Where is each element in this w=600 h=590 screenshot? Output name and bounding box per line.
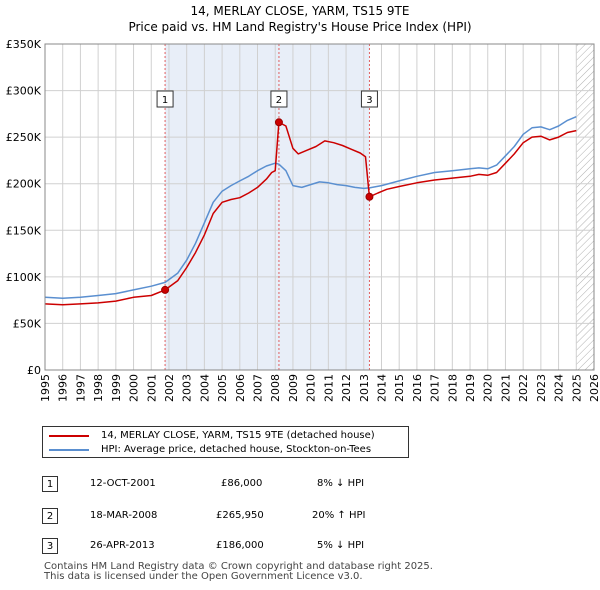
sale-number-badge: 2 [42,508,58,524]
legend: 14, MERLAY CLOSE, YARM, TS15 9TE (detach… [42,426,409,458]
plot-frame [44,43,595,371]
x-tick-label: 1998 [92,374,105,402]
footer: Contains HM Land Registry data © Crown c… [44,562,433,582]
sale-row: 1 12-OCT-2001 £86,000 8% ↓ HPI [42,476,442,496]
sale-marker-box [270,90,288,108]
x-tick-label: 2005 [216,374,229,402]
x-tick-label: 2004 [198,374,211,402]
x-tick-label: 2021 [499,374,512,402]
sale-row: 3 26-APR-2013 £186,000 5% ↓ HPI [42,538,442,558]
sale-marker-label: 3 [366,95,372,106]
sale-marker-label: 2 [276,95,282,106]
x-tick-label: 2002 [163,374,176,402]
sale-hpi-delta: 5% ↓ HPI [317,540,365,551]
forecast-hatch [576,44,594,370]
x-tick-label: 2006 [234,374,247,402]
x-tick-label: 2009 [287,374,300,402]
sale-price: £265,950 [216,510,264,521]
legend-swatch-hpi [49,449,89,451]
x-tick-label: 2000 [128,374,141,402]
x-tick-label: 1999 [110,374,123,402]
x-tick-label: 2017 [429,374,442,402]
x-tick-label: 2022 [517,374,530,402]
x-tick-label: 2001 [145,374,158,402]
x-tick-label: 1996 [57,374,70,402]
x-tick-label: 2024 [553,374,566,402]
x-tick-label: 1997 [74,374,87,402]
x-tick-label: 2003 [181,374,194,402]
sale-hpi-delta: 20% ↑ HPI [312,510,366,521]
footer-license: This data is licensed under the Open Gov… [44,571,363,582]
x-tick-label: 1995 [39,374,52,402]
sale-price: £86,000 [221,478,263,489]
sale-price: £186,000 [216,540,264,551]
x-tick-label: 2011 [322,374,335,402]
footer-copyright: Contains HM Land Registry data © Crown c… [44,561,433,572]
y-tick-label: £50K [13,317,42,330]
sale-number-badge: 1 [42,476,58,492]
x-tick-label: 2013 [358,374,371,402]
legend-label-hpi: HPI: Average price, detached house, Stoc… [101,444,372,455]
x-tick-label: 2008 [269,374,282,402]
y-tick-label: £0 [27,364,41,377]
x-tick-label: 2020 [482,374,495,402]
x-tick-label: 2014 [375,374,388,402]
sale-marker-box [156,90,174,108]
y-tick-label: £200K [6,178,42,191]
legend-swatch-property [49,435,89,437]
sale-point [365,192,374,201]
chart-subtitle: Price paid vs. HM Land Registry's House … [128,20,472,34]
hpi-line [44,116,577,300]
y-tick-label: £350K [6,38,42,51]
sale-marker-box [360,90,378,108]
y-tick-label: £100K [6,271,42,284]
chart-title: 14, MERLAY CLOSE, YARM, TS15 9TE [190,4,410,18]
y-tick-label: £250K [6,131,42,144]
hpi-shaded-band [165,44,370,370]
y-tick-label: £300K [6,85,42,98]
x-tick-label: 2015 [393,374,406,402]
x-tick-label: 2010 [305,374,318,402]
price-chart: £0 £50K £100K £150K £200K £250K £300K £350K 1995… [6,38,600,402]
x-tick-label: 2023 [535,374,548,402]
x-tick-label: 2016 [411,374,424,402]
x-tick-label: 2026 [588,374,600,402]
sale-date: 18-MAR-2008 [90,510,158,521]
sale-row: 2 18-MAR-2008 £265,950 20% ↑ HPI [42,508,442,528]
x-tick-label: 2018 [446,374,459,402]
sale-point [274,118,283,127]
sale-point [161,285,170,294]
sale-marker-label: 1 [162,95,168,106]
sale-number-badge: 3 [42,538,58,554]
sale-date: 26-APR-2013 [90,540,155,551]
sale-hpi-delta: 8% ↓ HPI [317,478,365,489]
y-tick-label: £150K [6,224,42,237]
x-tick-label: 2012 [340,374,353,402]
property-price-line [44,121,577,306]
x-tick-label: 2025 [570,374,583,402]
sale-date: 12-OCT-2001 [90,478,156,489]
x-tick-label: 2007 [252,374,265,402]
legend-label-property: 14, MERLAY CLOSE, YARM, TS15 9TE (detach… [101,430,375,441]
x-tick-label: 2019 [464,374,477,402]
